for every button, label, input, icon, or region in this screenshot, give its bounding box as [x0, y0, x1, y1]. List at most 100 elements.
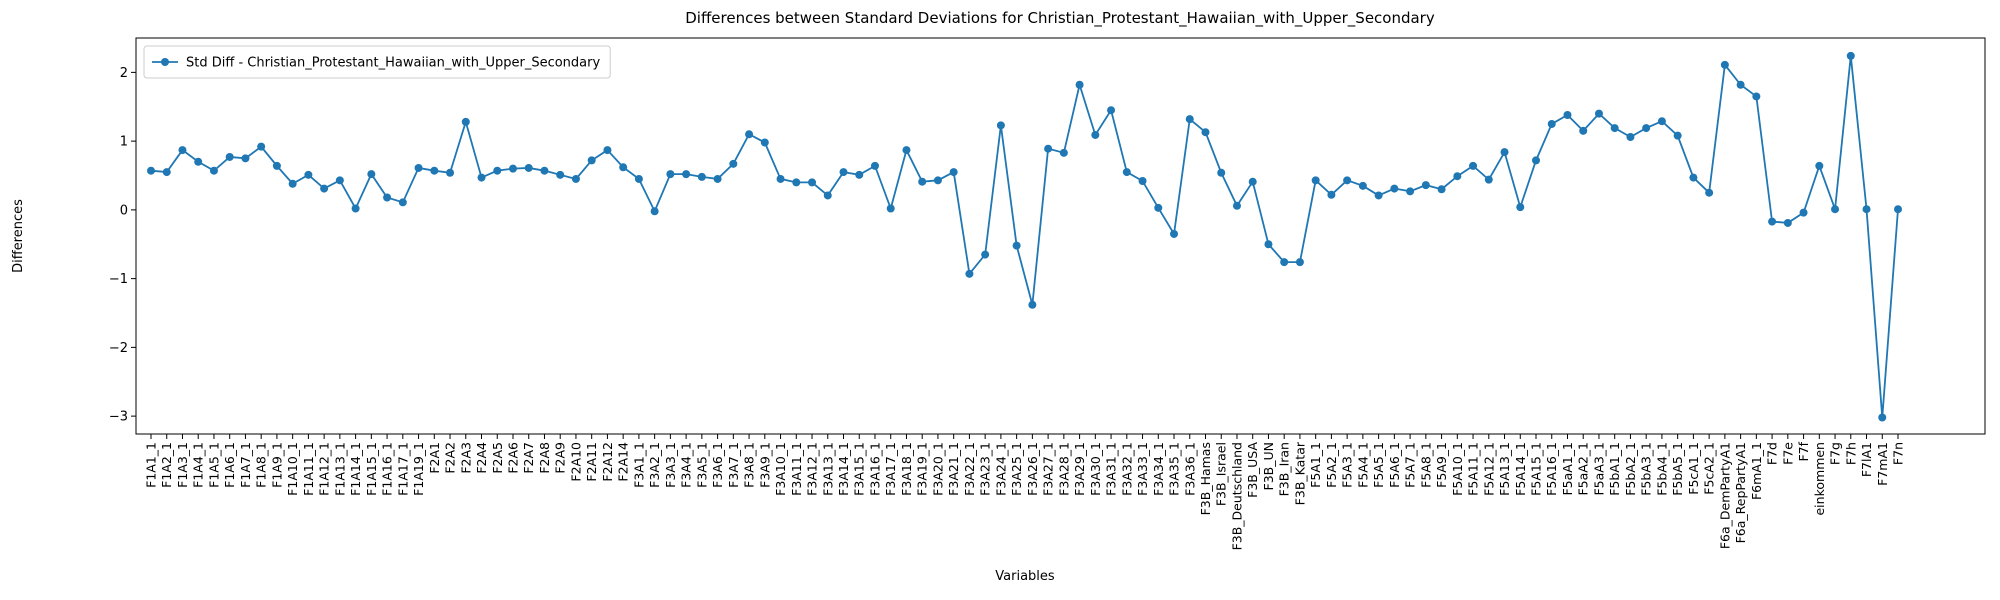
x-tick-label: F3A13_1	[820, 442, 835, 496]
x-tick-label: F2A2	[443, 442, 458, 474]
data-point	[808, 178, 817, 187]
x-tick-label: F2A14	[616, 442, 631, 482]
plot-frame	[135, 37, 1986, 435]
data-point	[666, 170, 675, 179]
x-tick-label: F2A11	[584, 442, 599, 482]
data-point	[729, 159, 738, 168]
data-point	[1815, 161, 1824, 170]
x-tick-label: F5A10_1	[1450, 442, 1465, 496]
x-tick-label: F3A22_1	[962, 442, 977, 496]
x-tick-label: F5bA2_1	[1623, 442, 1638, 496]
data-point	[760, 138, 769, 147]
data-point	[225, 152, 234, 161]
data-point	[272, 161, 281, 170]
data-point	[823, 191, 832, 200]
data-point	[1012, 241, 1021, 250]
data-point	[902, 146, 911, 155]
x-tick-label: F5bA5_1	[1670, 442, 1685, 496]
x-tick-label: F7f	[1796, 441, 1811, 461]
data-point	[776, 174, 785, 183]
data-point	[933, 176, 942, 185]
data-point	[619, 163, 628, 172]
legend: Std Diff - Christian_Protestant_Hawaiian…	[143, 45, 611, 79]
x-tick-label: F3A11_1	[789, 442, 804, 496]
x-tick-label: F7lA1	[1859, 442, 1874, 477]
data-point	[477, 173, 486, 182]
x-tick-label: F3A1_1	[631, 442, 646, 488]
x-tick-label: F7n	[1891, 442, 1906, 465]
x-tick-label: F3A20_1	[930, 442, 945, 496]
data-point	[918, 177, 927, 186]
data-point	[241, 154, 250, 163]
data-point	[1594, 109, 1603, 118]
x-tick-label: F3A7_1	[726, 442, 741, 488]
x-tick-label: F1A17_1	[395, 442, 410, 496]
x-tick-label: F3A8_1	[742, 442, 757, 488]
data-point	[1122, 168, 1131, 177]
x-tick-label: F2A1	[427, 442, 442, 474]
data-point	[1311, 176, 1320, 185]
x-tick-label: F1A16_1	[380, 442, 395, 496]
data-point	[792, 178, 801, 187]
x-tick-label: F3B_Iran	[1277, 442, 1292, 496]
data-point	[1374, 191, 1383, 200]
x-tick-label: F5bA3_1	[1639, 442, 1654, 496]
x-tick-label: F3B_USA	[1245, 442, 1260, 498]
x-tick-label: F5A15_1	[1529, 442, 1544, 496]
y-tick-label: 0	[120, 203, 128, 218]
x-tick-label: F7g	[1828, 442, 1843, 465]
x-tick-label: F1A14_1	[348, 442, 363, 496]
data-point	[1768, 217, 1777, 226]
data-point	[981, 250, 990, 259]
x-tick-label: F1A3_1	[175, 442, 190, 488]
data-point	[571, 174, 580, 183]
x-tick-label: F2A5	[490, 442, 505, 474]
x-tick-label: F7e	[1780, 442, 1795, 465]
x-tick-label: F3B_Katar	[1292, 441, 1307, 505]
x-tick-label: F1A19_1	[411, 442, 426, 496]
data-point	[603, 146, 612, 155]
series-line	[150, 55, 1899, 418]
x-tick-label: F3A15_1	[852, 442, 867, 496]
data-point	[1752, 92, 1761, 101]
data-point	[398, 198, 407, 207]
data-point	[713, 174, 722, 183]
x-tick-label: F5A12_1	[1481, 442, 1496, 496]
x-tick-label: F1A8_1	[254, 442, 269, 488]
data-point	[1469, 161, 1478, 170]
x-tick-label: F5bA4_1	[1654, 442, 1669, 496]
x-tick-label: F2A4	[474, 442, 489, 474]
x-tick-label: F3A25_1	[1009, 442, 1024, 496]
x-tick-label: F5A14_1	[1513, 442, 1528, 496]
x-tick-label: F1A7_1	[238, 442, 253, 488]
y-tick-label: −2	[109, 341, 128, 356]
y-tick-label: 2	[120, 66, 128, 81]
x-tick-label: F3A21_1	[946, 442, 961, 496]
data-point	[1705, 188, 1714, 197]
x-tick-label: F5aA3_1	[1591, 442, 1606, 496]
data-point	[1484, 175, 1493, 184]
data-point	[745, 130, 754, 139]
data-point	[556, 170, 565, 179]
data-point	[996, 121, 1005, 130]
data-point	[1831, 205, 1840, 214]
data-point	[1846, 51, 1855, 60]
data-point	[1547, 119, 1556, 128]
y-tick-label: 1	[120, 135, 128, 150]
x-tick-label: F3A6_1	[710, 442, 725, 488]
x-tick-label: F5A4_1	[1355, 442, 1370, 488]
x-tick-label: F5A6_1	[1387, 442, 1402, 488]
x-tick-label: F3A28_1	[1056, 442, 1071, 496]
x-tick-label: F3A9_1	[757, 442, 772, 488]
x-tick-label: F2A6	[505, 442, 520, 474]
x-tick-label: F2A8	[537, 442, 552, 474]
data-point	[1264, 240, 1273, 249]
x-tick-label: F1A10_1	[285, 442, 300, 496]
data-point	[634, 174, 643, 183]
x-tick-label: F5cA2_1	[1702, 442, 1717, 495]
data-point	[209, 166, 218, 175]
data-point	[650, 207, 659, 216]
data-point	[1610, 124, 1619, 133]
data-point	[257, 142, 266, 151]
data-point	[524, 163, 533, 172]
